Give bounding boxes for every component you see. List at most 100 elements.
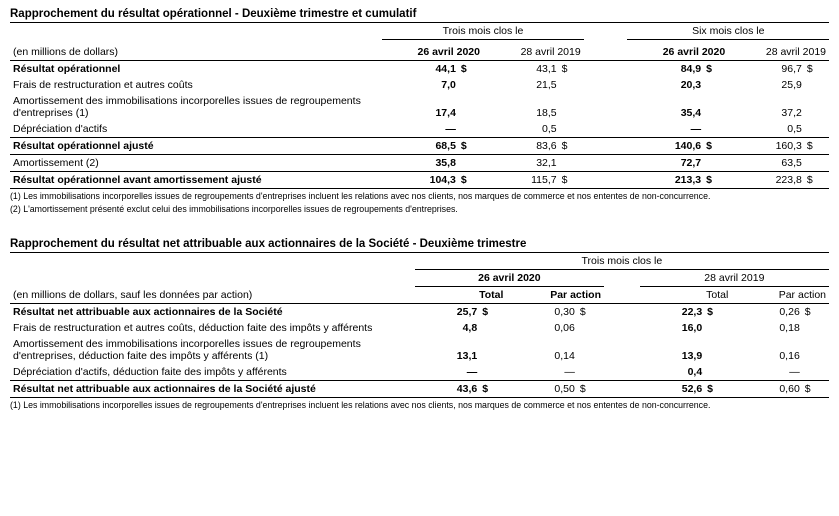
col-b-header: 28 avril 2019 — [483, 44, 584, 61]
currency-symbol — [560, 93, 584, 121]
currency-symbol — [578, 320, 604, 336]
table-row: Dépréciation d'actifs—0,5—0,5 — [10, 121, 829, 138]
cell-value: 18,5 — [483, 93, 560, 121]
currency-symbol — [805, 155, 829, 172]
cell-value: 0,5 — [483, 121, 560, 138]
cell-value: 84,9 — [627, 61, 704, 78]
currency-symbol: $ — [704, 138, 728, 155]
currency-symbol — [459, 93, 483, 121]
date2-header: 28 avril 2019 — [640, 269, 829, 286]
cell-value: 35,4 — [627, 93, 704, 121]
cell-value: 13,9 — [640, 336, 705, 364]
cell-value: 160,3 — [728, 138, 805, 155]
cell-value: 13,1 — [415, 336, 480, 364]
cell-value: 63,5 — [728, 155, 805, 172]
row-label: Dépréciation d'actifs — [10, 121, 382, 138]
cell-value: — — [627, 121, 704, 138]
cell-value: 21,5 — [483, 77, 560, 93]
table1-footnote: (2) L'amortissement présenté exclut celu… — [10, 202, 829, 215]
currency-symbol: $ — [560, 61, 584, 78]
table-row: Résultat opérationnel avant amortissemen… — [10, 172, 829, 189]
currency-symbol: $ — [560, 172, 584, 189]
unit-note: (en millions de dollars, sauf les donnée… — [10, 286, 415, 303]
row-label: Frais de restructuration et autres coûts… — [10, 320, 415, 336]
period-header: Trois mois clos le — [415, 253, 829, 270]
sub-pershare-1: Par action — [506, 286, 604, 303]
currency-symbol: $ — [704, 61, 728, 78]
cell-value: 223,8 — [728, 172, 805, 189]
currency-symbol: $ — [805, 138, 829, 155]
row-label: Résultat opérationnel ajusté — [10, 138, 382, 155]
cell-value: 4,8 — [415, 320, 480, 336]
sub-pershare-2: Par action — [731, 286, 829, 303]
cell-value: 104,3 — [382, 172, 459, 189]
cell-value: 140,6 — [627, 138, 704, 155]
currency-symbol — [459, 155, 483, 172]
row-label: Résultat opérationnel avant amortissemen… — [10, 172, 382, 189]
currency-symbol — [705, 320, 731, 336]
currency-symbol — [560, 155, 584, 172]
cell-value: 43,6 — [415, 380, 480, 397]
currency-symbol: $ — [705, 380, 731, 397]
cell-value: 0,18 — [731, 320, 802, 336]
table-row: Amortissement des immobilisations incorp… — [10, 93, 829, 121]
period1-header: Trois mois clos le — [382, 23, 583, 40]
cell-value: 43,1 — [483, 61, 560, 78]
table1-footnote: (1) Les immobilisations incorporelles is… — [10, 189, 829, 202]
cell-value: 22,3 — [640, 303, 705, 320]
table-row: Résultat opérationnel ajusté68,5 $83,6 $14… — [10, 138, 829, 155]
cell-value: 35,8 — [382, 155, 459, 172]
cell-value: 16,0 — [640, 320, 705, 336]
table-row: Amortissement (2)35,8 32,1 72,7 63,5 — [10, 155, 829, 172]
cell-value: 0,50 — [506, 380, 577, 397]
cell-value: 213,3 — [627, 172, 704, 189]
col-c-header: 26 avril 2020 — [627, 44, 728, 61]
table1: Trois mois clos le Six mois clos le (en … — [10, 23, 829, 189]
cell-value: 83,6 — [483, 138, 560, 155]
cell-value: 68,5 — [382, 138, 459, 155]
cell-value: 17,4 — [382, 93, 459, 121]
cell-value: 7,0 — [382, 77, 459, 93]
cell-value: 0,30 — [506, 303, 577, 320]
table2-footnote: (1) Les immobilisations incorporelles is… — [10, 397, 829, 411]
cell-value: 115,7 — [483, 172, 560, 189]
row-label: Amortissement (2) — [10, 155, 382, 172]
period-header-row: Trois mois clos le Six mois clos le — [10, 23, 829, 40]
currency-symbol — [704, 93, 728, 121]
table1-title: Rapprochement du résultat opérationnel -… — [10, 8, 829, 23]
currency-symbol — [459, 77, 483, 93]
cell-value: 44,1 — [382, 61, 459, 78]
cell-value: 0,26 — [731, 303, 802, 320]
cell-value: 32,1 — [483, 155, 560, 172]
table-row: Dépréciation d'actifs, déduction faite d… — [10, 364, 829, 381]
sub-total-1: Total — [415, 286, 507, 303]
table2-title: Rapprochement du résultat net attribuabl… — [10, 238, 829, 253]
cell-value: 25,9 — [728, 77, 805, 93]
cell-value: 0,14 — [506, 336, 577, 364]
row-label: Dépréciation d'actifs, déduction faite d… — [10, 364, 415, 381]
currency-symbol — [480, 336, 506, 364]
currency-symbol: $ — [803, 380, 829, 397]
currency-symbol — [803, 364, 829, 381]
period2-header: Six mois clos le — [627, 23, 829, 40]
currency-symbol: $ — [805, 172, 829, 189]
period-header-row: Trois mois clos le — [10, 253, 829, 270]
cell-value: 96,7 — [728, 61, 805, 78]
col-a-header: 26 avril 2020 — [382, 44, 483, 61]
table-row: Résultat opérationnel44,1$43,1$84,9$96,7… — [10, 61, 829, 78]
currency-symbol: $ — [459, 61, 483, 78]
currency-symbol: $ — [480, 380, 506, 397]
currency-symbol: $ — [578, 380, 604, 397]
cell-value: 0,16 — [731, 336, 802, 364]
cell-value: 72,7 — [627, 155, 704, 172]
currency-symbol — [480, 364, 506, 381]
currency-symbol — [704, 77, 728, 93]
currency-symbol — [578, 336, 604, 364]
cell-value: 37,2 — [728, 93, 805, 121]
table-row: Amortissement des immobilisations incorp… — [10, 336, 829, 364]
column-header-row: (en millions de dollars) 26 avril 2020 2… — [10, 44, 829, 61]
cell-value: — — [415, 364, 480, 381]
currency-symbol — [560, 121, 584, 138]
row-label: Frais de restructuration et autres coûts — [10, 77, 382, 93]
unit-note: (en millions de dollars) — [10, 44, 382, 61]
